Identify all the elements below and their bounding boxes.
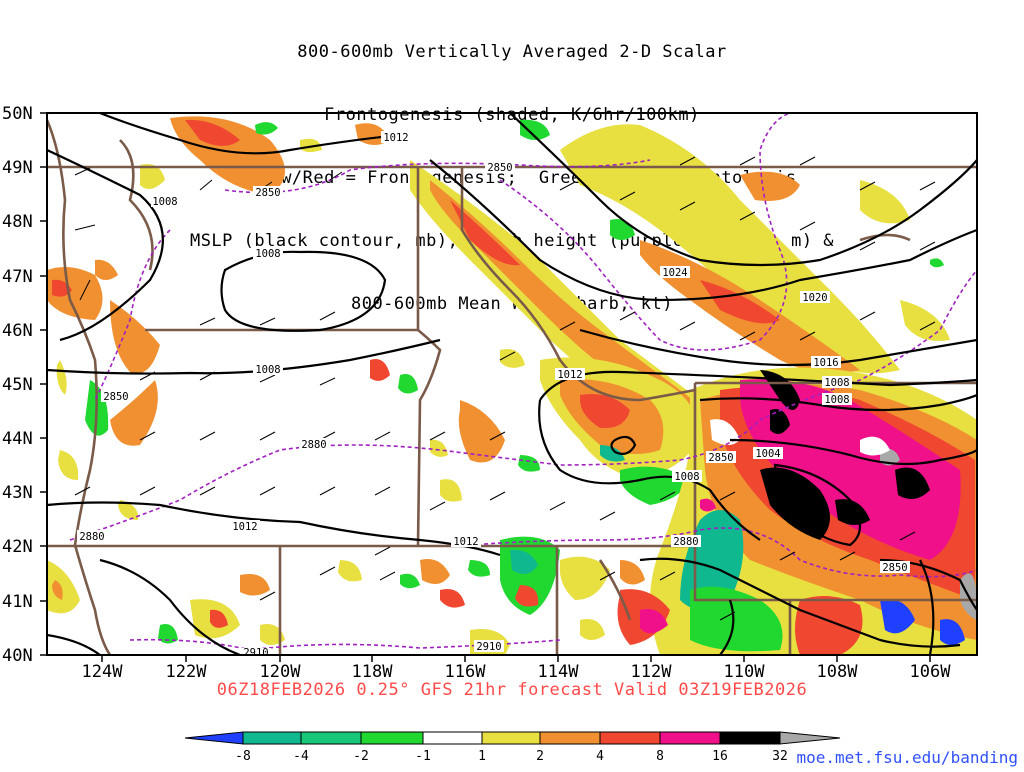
lon-axis: 124W 122W 120W 118W 116W 114W 112W 110W … [82, 655, 952, 682]
mslp-label: 1008 [152, 196, 177, 208]
idaho-west-border [416, 167, 442, 546]
mslp-label: 1020 [802, 292, 827, 304]
lat-label: 50N [2, 104, 33, 124]
height-label: 2910 [243, 647, 268, 659]
colorbar-tick: -1 [415, 749, 431, 764]
lat-label: 48N [2, 212, 33, 232]
mslp-label: 1008 [824, 377, 849, 389]
title-line-2: Frontogenesis (shaded, K/6hr/100km) [324, 105, 700, 125]
mslp-label: 1008 [255, 364, 280, 376]
lat-label: 47N [2, 267, 33, 287]
idaho-montana-border [460, 167, 696, 402]
mslp-label: 1012 [557, 369, 582, 381]
lon-label: 114W [538, 662, 580, 682]
mslp-label: 1024 [662, 267, 687, 279]
lat-axis: 50N 49N 48N 47N 46N 45N 44N 43N 42N 41N … [2, 104, 47, 666]
colorbar-tick: 1 [478, 749, 486, 764]
mslp-label: 1012 [383, 132, 408, 144]
lat-label: 49N [2, 158, 33, 178]
height-label: 2880 [79, 531, 104, 543]
credit-link[interactable]: moe.met.fsu.edu/banding [796, 748, 1018, 767]
colorbar-tick: 2 [536, 749, 544, 764]
colorbar-tick: -4 [293, 749, 309, 764]
height-label: 2850 [708, 452, 733, 464]
colorbar-tick: -2 [353, 749, 369, 764]
mslp-label: 1016 [813, 357, 838, 369]
mslp-label: 1012 [453, 536, 478, 548]
height-label: 2850 [255, 187, 280, 199]
lon-label: 106W [910, 662, 952, 682]
height-label: 2880 [301, 439, 326, 451]
mslp-label: 1008 [674, 471, 699, 483]
colorbar-tick: 8 [656, 749, 664, 764]
puget-sound [119, 139, 154, 271]
lat-label: 46N [2, 321, 33, 341]
colorbar-tick: 32 [772, 749, 788, 764]
colorbar: -8 -4 -2 -1 1 2 4 8 16 32 [184, 731, 841, 764]
lon-label: 118W [352, 662, 394, 682]
lon-label: 108W [817, 662, 859, 682]
mslp-label: 1008 [255, 248, 280, 260]
lon-label: 122W [166, 662, 208, 682]
height-label: 2850 [882, 562, 907, 574]
mslp-label: 1004 [755, 448, 780, 460]
height-label: 2910 [476, 641, 501, 653]
valid-time: 06Z18FEB2026 0.25° GFS 21hr forecast Val… [216, 680, 808, 700]
lon-label: 116W [445, 662, 487, 682]
lon-label: 112W [631, 662, 673, 682]
lon-label: 124W [82, 662, 124, 682]
lat-label: 44N [2, 429, 33, 449]
lat-label: 42N [2, 537, 33, 557]
wyoming-border [693, 383, 977, 602]
title-line-1: 800-600mb Vertically Averaged 2-D Scalar [297, 42, 727, 62]
mslp-label: 1012 [232, 521, 257, 533]
height-label: 2850 [103, 391, 128, 403]
lat-label: 41N [2, 592, 33, 612]
colorbar-tick: 16 [712, 749, 728, 764]
lat-label: 45N [2, 375, 33, 395]
height-label: 2850 [487, 162, 512, 174]
lat-label: 43N [2, 483, 33, 503]
great-salt-lake [598, 559, 632, 621]
colorbar-tick: -8 [235, 749, 251, 764]
lon-label: 110W [724, 662, 766, 682]
colorbar-tick: 4 [596, 749, 604, 764]
lon-label: 120W [260, 662, 302, 682]
mslp-labels: 1012 1008 1008 1008 1024 1020 1016 1012 … [151, 131, 852, 548]
height-contours [69, 113, 977, 651]
lat-label: 40N [2, 646, 33, 666]
height-label: 2880 [673, 536, 698, 548]
mslp-label: 1008 [824, 394, 849, 406]
missouri-river [859, 233, 911, 242]
